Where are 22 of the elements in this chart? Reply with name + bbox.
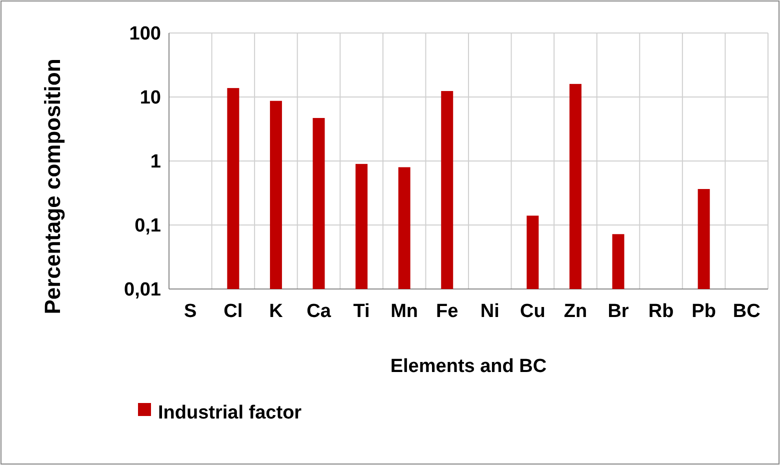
x-tick-label: Cl xyxy=(224,301,243,322)
x-tick-label: S xyxy=(184,301,197,322)
x-tick-label: K xyxy=(269,301,284,322)
x-tick-label: BC xyxy=(732,301,761,322)
x-tick-label: Rb xyxy=(648,301,674,322)
x-tick-label: Mn xyxy=(390,301,418,322)
x-tick-label: Cu xyxy=(520,301,546,322)
y-tick-label: 10 xyxy=(140,88,161,109)
y-tick-label: 0,01 xyxy=(124,280,162,301)
x-tick-label: Ca xyxy=(306,301,332,322)
x-tick-label: Zn xyxy=(564,301,588,322)
x-tick-label: Ni xyxy=(480,301,500,322)
legend-label: Industrial factor xyxy=(158,402,302,424)
y-tick-label: 0,1 xyxy=(134,216,162,237)
x-tick-label: Br xyxy=(608,301,630,322)
y-tick-label: 1 xyxy=(150,152,162,173)
y-axis-title: Percentage composition xyxy=(40,58,65,314)
x-tick-label: Fe xyxy=(436,301,458,322)
x-axis-title: Elements and BC xyxy=(390,356,547,377)
y-tick-label: 100 xyxy=(129,24,161,45)
x-tick-label: Ti xyxy=(353,301,370,322)
x-tick-label: Pb xyxy=(692,301,716,322)
